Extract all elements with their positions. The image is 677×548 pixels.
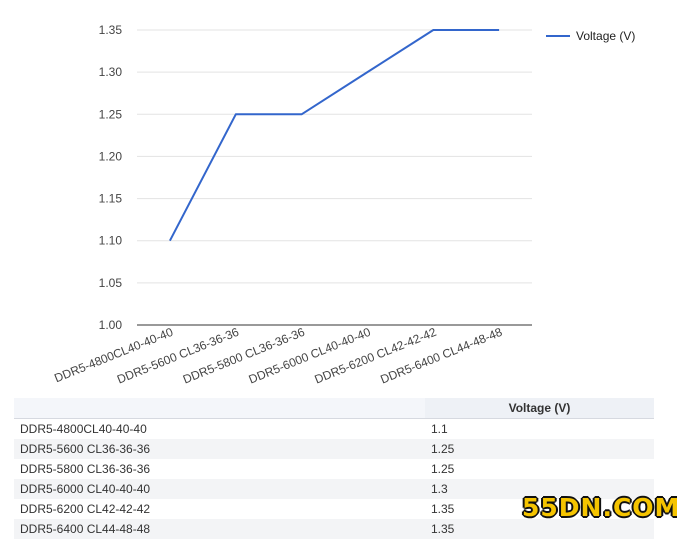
table-cell-category: DDR5-5600 CL36-36-36 bbox=[14, 439, 425, 459]
series-lines bbox=[169, 29, 500, 242]
table-header-category[interactable] bbox=[14, 398, 425, 419]
y-tick-label: 1.25 bbox=[99, 107, 123, 121]
table-cell-category: DDR5-5800 CL36-36-36 bbox=[14, 459, 425, 479]
x-tick-label: DDR5-4800CL40-40-40 bbox=[52, 325, 175, 386]
legend[interactable]: Voltage (V) bbox=[546, 29, 635, 43]
y-tick-label: 1.05 bbox=[99, 276, 123, 290]
line-chart: 1.00 1.05 1.10 1.15 1.20 1.25 1.30 1.35 DDR5-48… bbox=[52, 23, 635, 387]
table-row: DDR5-6400 CL44-48-48 1.35 bbox=[14, 519, 654, 539]
x-tick-label: DDR5-6400 CL44-48-48 bbox=[378, 325, 504, 387]
table-cell-value: 1.3 bbox=[425, 479, 654, 499]
table-header-voltage[interactable]: Voltage (V) bbox=[425, 398, 654, 419]
table-row: DDR5-4800CL40-40-40 1.1 bbox=[14, 418, 654, 439]
data-table-container: Voltage (V) DDR5-4800CL40-40-40 1.1 DDR5… bbox=[14, 398, 654, 539]
table-cell-category: DDR5-6400 CL44-48-48 bbox=[14, 519, 425, 539]
y-tick-label: 1.15 bbox=[99, 192, 123, 206]
table-cell-value: 1.25 bbox=[425, 439, 654, 459]
series-line bbox=[169, 29, 500, 242]
table-cell-value: 1.1 bbox=[425, 418, 654, 439]
table-cell-category: DDR5-4800CL40-40-40 bbox=[14, 418, 425, 439]
table-row: DDR5-5600 CL36-36-36 1.25 bbox=[14, 439, 654, 459]
y-tick-label: 1.00 bbox=[99, 318, 123, 332]
y-tick-label: 1.10 bbox=[99, 234, 123, 248]
gridlines bbox=[137, 29, 532, 326]
x-tick-label: DDR5-6200 CL42-42-42 bbox=[313, 325, 439, 387]
y-tick-label: 1.30 bbox=[99, 65, 123, 79]
table-row: DDR5-6000 CL40-40-40 1.3 bbox=[14, 479, 654, 499]
x-tick-label: DDR5-5800 CL36-36-36 bbox=[181, 325, 307, 387]
x-tick-label: DDR5-5600 CL36-36-36 bbox=[115, 325, 241, 387]
y-axis-ticks: 1.00 1.05 1.10 1.15 1.20 1.25 1.30 1.35 bbox=[99, 23, 123, 332]
table-cell-category: DDR5-6200 CL42-42-42 bbox=[14, 499, 425, 519]
table-cell-category: DDR5-6000 CL40-40-40 bbox=[14, 479, 425, 499]
table-row: DDR5-6200 CL42-42-42 1.35 bbox=[14, 499, 654, 519]
y-tick-label: 1.20 bbox=[99, 149, 123, 163]
table-cell-value: 1.35 bbox=[425, 519, 654, 539]
table-header-row: Voltage (V) bbox=[14, 398, 654, 419]
table-cell-value: 1.25 bbox=[425, 459, 654, 479]
table-cell-value: 1.35 bbox=[425, 499, 654, 519]
watermark-logo: 55DN.COM bbox=[522, 493, 677, 522]
data-table: Voltage (V) DDR5-4800CL40-40-40 1.1 DDR5… bbox=[14, 398, 654, 539]
y-tick-label: 1.35 bbox=[99, 23, 123, 37]
x-tick-label: DDR5-6000 CL40-40-40 bbox=[247, 325, 373, 387]
legend-label: Voltage (V) bbox=[576, 29, 635, 43]
table-row: DDR5-5800 CL36-36-36 1.25 bbox=[14, 459, 654, 479]
